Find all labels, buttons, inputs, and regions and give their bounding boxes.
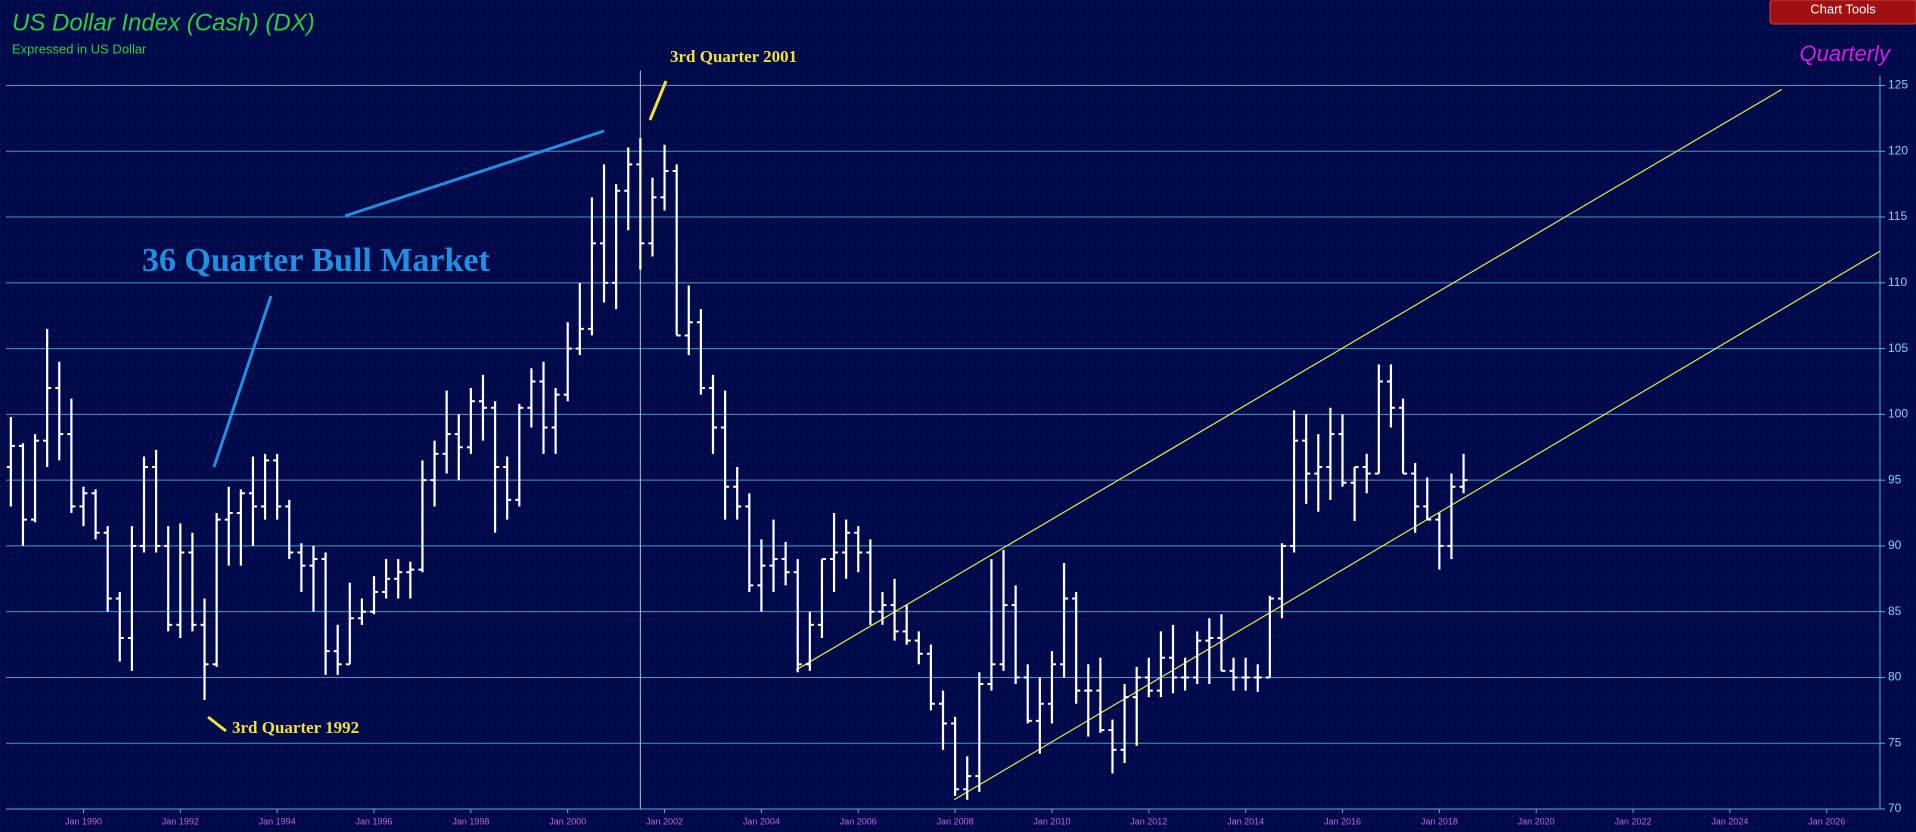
x-tick-label: Jan 2016 xyxy=(1324,816,1361,826)
chart-title: US Dollar Index (Cash) (DX) xyxy=(12,9,315,36)
button-label[interactable]: Chart Tools xyxy=(1810,1,1876,16)
period-label: Quarterly xyxy=(1800,41,1892,66)
button-bg[interactable] xyxy=(1769,0,1916,25)
y-tick-label: 85 xyxy=(1888,604,1902,618)
x-tick-label: Jan 2018 xyxy=(1421,816,1458,826)
y-tick-label: 95 xyxy=(1888,472,1902,486)
x-tick-label: Jan 2002 xyxy=(646,816,683,826)
x-tick-label: Jan 2024 xyxy=(1711,816,1748,826)
x-tick-label: Jan 2000 xyxy=(549,816,586,826)
x-tick-label: Jan 2012 xyxy=(1130,816,1167,826)
x-tick-label: Jan 2014 xyxy=(1227,816,1264,826)
y-tick-label: 110 xyxy=(1888,275,1907,289)
x-tick-label: Jan 1992 xyxy=(162,816,199,826)
y-tick-label: 105 xyxy=(1888,341,1908,355)
x-tick-label: Jan 2020 xyxy=(1518,816,1555,826)
x-tick-label: Jan 2022 xyxy=(1615,816,1652,826)
x-tick-label: Jan 2010 xyxy=(1033,816,1070,826)
y-tick-label: 125 xyxy=(1888,78,1908,92)
x-tick-label: Jan 2026 xyxy=(1808,816,1845,826)
y-tick-label: 90 xyxy=(1888,538,1902,552)
x-tick-label: Jan 1996 xyxy=(355,816,392,826)
y-tick-label: 80 xyxy=(1888,670,1902,684)
annotation: 3rd Quarter 1992 xyxy=(232,718,359,737)
y-tick-label: 70 xyxy=(1888,801,1902,815)
trend-line xyxy=(795,88,1783,671)
y-tick-label: 75 xyxy=(1888,735,1902,749)
x-tick-label: Jan 2006 xyxy=(840,816,877,826)
chart-tools-button[interactable]: Chart Tools xyxy=(1769,0,1916,25)
annotation-arrow xyxy=(648,80,668,121)
y-tick-label: 100 xyxy=(1888,407,1908,421)
x-tick-label: Jan 2008 xyxy=(937,816,974,826)
annotation-arrow xyxy=(207,715,227,733)
y-tick-label: 115 xyxy=(1888,209,1907,223)
trend-line xyxy=(953,250,1881,801)
x-tick-label: Jan 1990 xyxy=(65,816,102,826)
y-tick-label: 120 xyxy=(1888,143,1908,157)
annotation-arrow xyxy=(212,295,273,468)
annotation-arrow xyxy=(344,129,605,218)
annotation: 36 Quarter Bull Market xyxy=(142,242,490,279)
x-tick-label: Jan 1998 xyxy=(452,816,489,826)
annotation: 3rd Quarter 2001 xyxy=(670,47,797,66)
x-tick-label: Jan 1994 xyxy=(259,816,296,826)
chart-subtitle: Expressed in US Dollar xyxy=(12,41,147,56)
x-tick-label: Jan 2004 xyxy=(743,816,780,826)
